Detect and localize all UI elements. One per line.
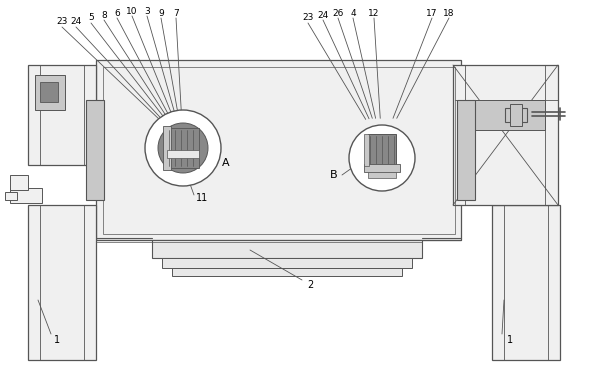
Bar: [86, 100, 104, 200]
Text: 18: 18: [443, 8, 455, 17]
Bar: [103, 67, 455, 234]
Text: A: A: [222, 158, 230, 168]
Text: 23: 23: [56, 17, 68, 27]
Text: 4: 4: [350, 8, 356, 17]
Text: 23: 23: [302, 14, 314, 23]
Bar: [35, 75, 65, 110]
Text: 11: 11: [196, 193, 208, 203]
Text: 24: 24: [317, 10, 329, 20]
Bar: [492, 205, 560, 360]
Bar: [364, 134, 369, 166]
Text: 26: 26: [332, 8, 344, 17]
Bar: [364, 164, 400, 172]
Bar: [28, 65, 96, 165]
Text: 17: 17: [426, 8, 438, 17]
Bar: [368, 172, 396, 178]
Text: B: B: [330, 170, 338, 180]
Text: 1: 1: [54, 335, 60, 345]
Bar: [10, 175, 28, 190]
Text: 3: 3: [144, 7, 150, 15]
Bar: [368, 134, 396, 166]
Bar: [167, 150, 199, 158]
Bar: [470, 100, 545, 130]
Text: 12: 12: [368, 8, 380, 17]
Text: 9: 9: [158, 8, 164, 17]
Text: 6: 6: [114, 8, 120, 17]
Bar: [28, 205, 96, 360]
Text: 24: 24: [70, 17, 82, 27]
Text: 1: 1: [507, 335, 513, 345]
Bar: [10, 188, 42, 203]
Bar: [96, 60, 461, 240]
Circle shape: [145, 110, 221, 186]
Text: 5: 5: [88, 14, 94, 23]
Text: 2: 2: [307, 280, 313, 290]
Bar: [5, 192, 17, 200]
Bar: [505, 108, 527, 122]
Text: 7: 7: [173, 8, 179, 17]
Text: 10: 10: [126, 7, 138, 15]
Bar: [167, 128, 199, 168]
Bar: [40, 82, 58, 102]
Text: 8: 8: [101, 10, 107, 20]
Circle shape: [158, 123, 208, 173]
Bar: [172, 268, 402, 276]
Bar: [457, 100, 475, 200]
Bar: [510, 104, 522, 126]
Circle shape: [349, 125, 415, 191]
Bar: [453, 65, 558, 205]
Bar: [152, 240, 422, 258]
Bar: [163, 126, 171, 170]
Bar: [162, 258, 412, 268]
